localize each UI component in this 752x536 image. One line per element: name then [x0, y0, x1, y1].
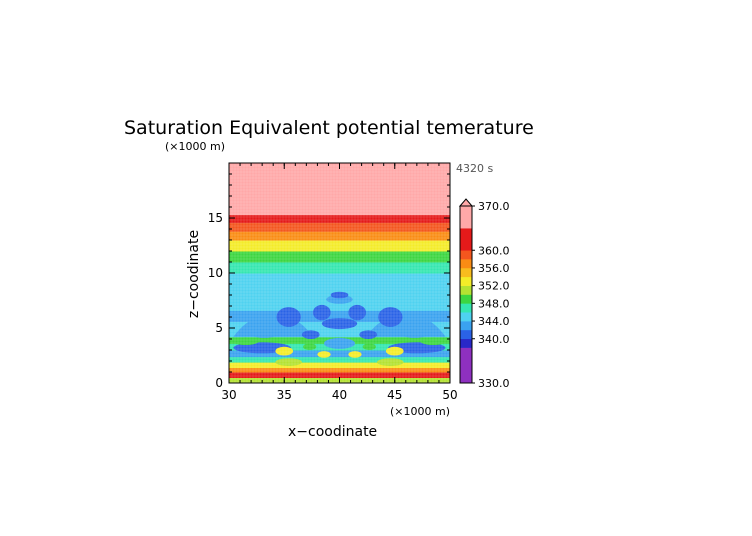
y-axis: 0 5 10 15 — [208, 162, 450, 390]
colorbar-tick-label: 348.0 — [478, 297, 510, 310]
field-feature — [324, 337, 355, 349]
field-feature — [377, 358, 404, 366]
plot-texture — [229, 163, 450, 383]
x-tick-label: 30 — [221, 388, 236, 402]
profile-band — [229, 251, 450, 263]
field-feature — [246, 322, 283, 338]
colorbar-tick-label: 340.0 — [478, 333, 510, 346]
profile-band — [229, 231, 450, 241]
colorbar-extend-arrow — [458, 198, 474, 207]
colorbar-tick-label: 330.0 — [478, 377, 510, 390]
colorbar-segment — [460, 285, 472, 295]
time-label: 4320 s — [456, 162, 493, 175]
heatmap-plot-area — [229, 163, 450, 383]
field-feature — [378, 307, 403, 327]
colorbar-segment — [460, 321, 472, 331]
y-tick-label: 5 — [215, 321, 223, 335]
field-feature — [303, 343, 317, 351]
field-feature — [420, 337, 447, 346]
profile-band — [229, 222, 450, 232]
field-feature — [276, 307, 301, 327]
colorbar-segment — [460, 206, 472, 229]
x-tick-label: 50 — [442, 388, 457, 402]
colorbar-segment — [460, 338, 472, 348]
profile-band — [229, 372, 450, 378]
chart-title: Saturation Equivalent potential temeratu… — [124, 117, 534, 139]
x-axis-label: x−coodinate — [288, 424, 377, 440]
profile-band — [229, 262, 450, 274]
colorbar-tick-label: 356.0 — [478, 262, 510, 275]
colorbar-segment — [460, 329, 472, 340]
profile-band — [229, 301, 450, 311]
x-tick-label: 35 — [277, 388, 292, 402]
colorbar-segment — [460, 228, 472, 251]
colorbar-segment — [460, 276, 472, 286]
field-feature — [385, 346, 404, 356]
field-feature — [362, 343, 376, 351]
profile-band — [229, 356, 450, 363]
y-tick-label: 0 — [215, 376, 223, 390]
colorbar-frame — [459, 205, 473, 384]
colorbar-segment — [460, 267, 472, 278]
field-feature — [396, 322, 433, 338]
field-feature — [326, 295, 353, 304]
y-tick-label: 15 — [208, 211, 223, 225]
field-feature — [301, 330, 320, 339]
colorbar-segment — [460, 312, 472, 322]
x-axis-unit: (×1000 m) — [390, 405, 450, 418]
field-feature — [275, 358, 302, 366]
field-feature — [321, 318, 358, 330]
x-tick-label: 40 — [332, 388, 347, 402]
field-feature — [359, 330, 378, 339]
colorbar-segment — [460, 250, 472, 260]
y-tick-label: 10 — [208, 266, 223, 280]
colorbar: 370.0 360.0 356.0 352.0 348.0 344.0 340.0 330.0 — [458, 198, 510, 390]
profile-band — [229, 367, 450, 373]
field-feature — [348, 304, 367, 321]
profile-band — [229, 362, 450, 369]
colorbar-tick-label: 352.0 — [478, 280, 510, 293]
y-axis-unit: (×1000 m) — [165, 140, 225, 153]
profile-band — [229, 214, 450, 223]
field-feature — [330, 291, 349, 299]
field-feature — [348, 351, 362, 358]
field-feature — [275, 346, 294, 356]
colorbar-segment — [460, 294, 472, 304]
field-feature — [232, 337, 259, 346]
colorbar-segment — [460, 347, 472, 384]
profile-band — [229, 350, 450, 358]
x-tick-label: 45 — [387, 388, 402, 402]
colorbar-segment — [460, 259, 472, 269]
profile-band — [229, 163, 450, 216]
field-feature — [317, 351, 331, 358]
colorbar-tick-label: 370.0 — [478, 200, 510, 213]
colorbar-segment — [460, 303, 472, 313]
field-feature — [312, 304, 331, 321]
profile-band — [229, 240, 450, 252]
colorbar-tick-label: 360.0 — [478, 244, 510, 257]
profile-band — [229, 310, 450, 322]
colorbar-tick-label: 344.0 — [478, 315, 510, 328]
y-axis-label: z−coodinate — [186, 230, 202, 318]
x-axis: 30 35 40 45 50 — [221, 163, 458, 402]
